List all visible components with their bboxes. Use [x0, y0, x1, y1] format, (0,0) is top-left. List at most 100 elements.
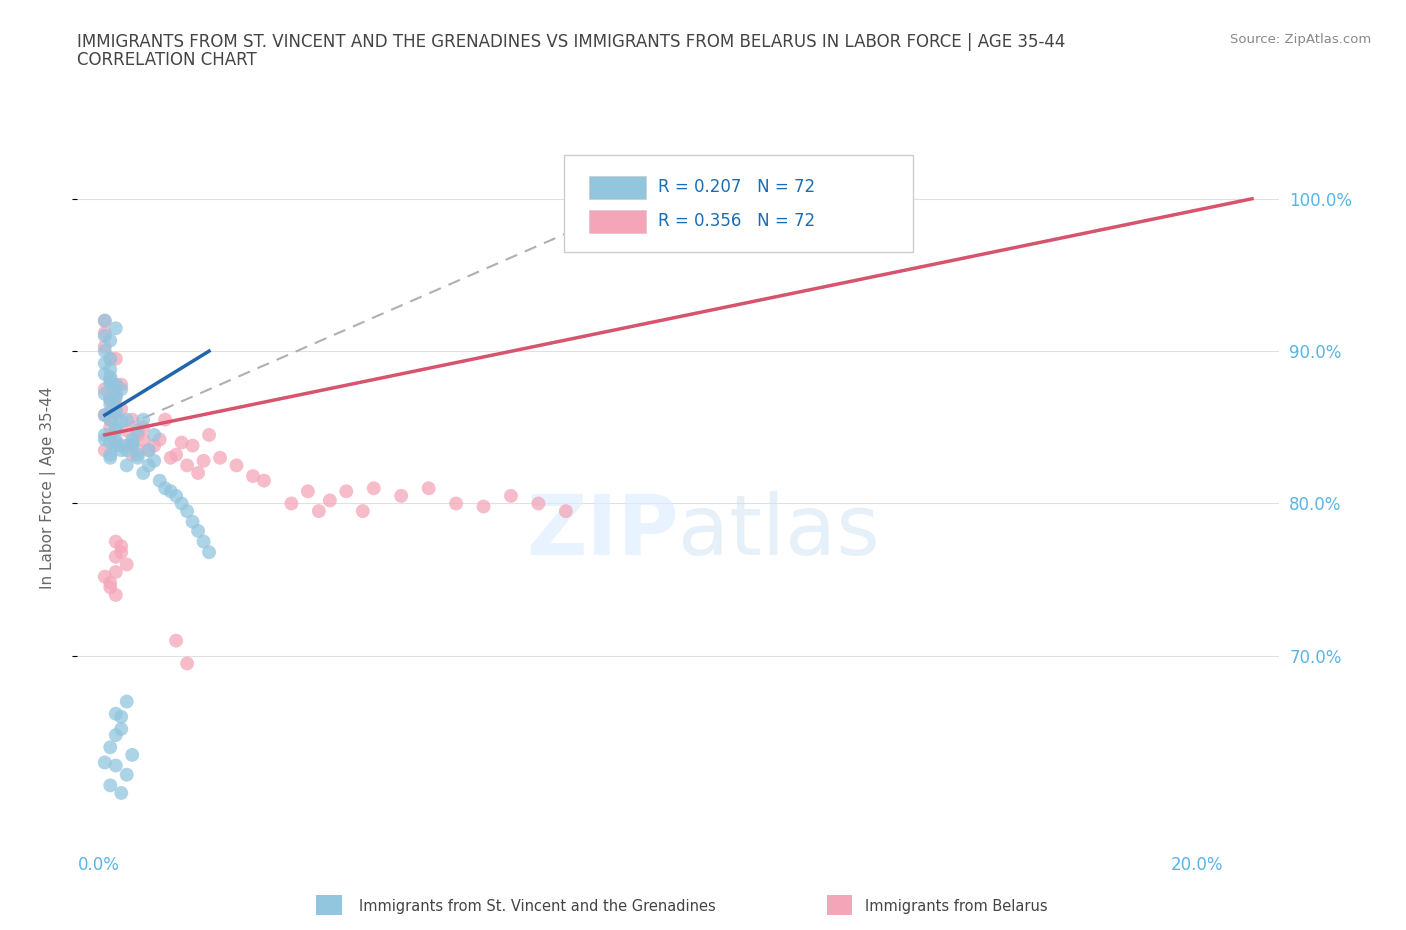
Point — [104, 390, 127, 405]
Point — [132, 419, 155, 434]
Point — [132, 412, 155, 427]
Point — [104, 423, 127, 438]
Point — [98, 419, 121, 434]
Text: Immigrants from Belarus: Immigrants from Belarus — [865, 899, 1047, 914]
Point — [110, 414, 132, 429]
Point — [138, 458, 160, 472]
Point — [115, 438, 138, 453]
Point — [98, 412, 121, 427]
Text: CORRELATION CHART: CORRELATION CHART — [77, 51, 257, 69]
Point — [104, 378, 127, 392]
Point — [98, 435, 121, 450]
Y-axis label: In Labor Force | Age 35-44: In Labor Force | Age 35-44 — [41, 387, 56, 590]
Point — [165, 488, 187, 503]
Point — [94, 386, 117, 401]
Point — [94, 407, 117, 422]
Text: Immigrants from St. Vincent and the Grenadines: Immigrants from St. Vincent and the Gren… — [359, 899, 716, 914]
Point — [363, 481, 385, 496]
Point — [115, 767, 138, 782]
Point — [104, 565, 127, 579]
Point — [187, 524, 209, 538]
Point — [193, 534, 215, 549]
Point — [104, 397, 127, 412]
Point — [121, 435, 143, 450]
Point — [121, 412, 143, 427]
Point — [94, 313, 117, 328]
Point — [127, 450, 149, 465]
Point — [104, 534, 127, 549]
Point — [104, 390, 127, 405]
Point — [98, 374, 121, 389]
Point — [149, 473, 172, 488]
Point — [153, 412, 176, 427]
Text: atlas: atlas — [679, 491, 880, 572]
Point — [499, 488, 522, 503]
Point — [187, 466, 209, 481]
Point — [159, 484, 181, 498]
Point — [104, 402, 127, 417]
Point — [143, 438, 166, 453]
Point — [94, 382, 117, 397]
Point — [98, 412, 121, 427]
Point — [98, 428, 121, 443]
Point — [132, 466, 155, 481]
Point — [110, 786, 132, 801]
Point — [98, 333, 121, 348]
Point — [209, 450, 232, 465]
Text: ZIP: ZIP — [526, 491, 679, 572]
Point — [94, 366, 117, 381]
Point — [472, 499, 495, 514]
Point — [104, 550, 127, 565]
Text: IMMIGRANTS FROM ST. VINCENT AND THE GRENADINES VS IMMIGRANTS FROM BELARUS IN LAB: IMMIGRANTS FROM ST. VINCENT AND THE GREN… — [77, 33, 1066, 50]
Point — [308, 504, 330, 519]
Point — [170, 435, 193, 450]
Point — [115, 557, 138, 572]
Point — [98, 777, 121, 792]
Point — [127, 443, 149, 458]
Point — [94, 443, 117, 458]
Point — [115, 412, 138, 427]
Point — [98, 378, 121, 392]
Point — [198, 545, 221, 560]
Point — [104, 378, 127, 392]
Point — [104, 321, 127, 336]
Point — [110, 538, 132, 553]
Point — [98, 352, 121, 366]
Point — [98, 740, 121, 755]
Point — [181, 514, 204, 529]
Point — [110, 438, 132, 453]
Point — [115, 423, 138, 438]
Point — [176, 458, 198, 472]
Point — [121, 438, 143, 453]
Point — [110, 443, 132, 458]
Point — [121, 432, 143, 447]
Point — [181, 438, 204, 453]
Point — [127, 447, 149, 462]
Point — [94, 432, 117, 447]
Point — [94, 407, 117, 422]
Point — [98, 397, 121, 412]
Point — [94, 755, 117, 770]
Point — [104, 727, 127, 742]
FancyBboxPatch shape — [589, 209, 645, 232]
Point — [138, 443, 160, 458]
Point — [127, 423, 149, 438]
Point — [98, 362, 121, 377]
Point — [143, 428, 166, 443]
Point — [98, 352, 121, 366]
Point — [98, 390, 121, 405]
Point — [104, 419, 127, 434]
Point — [98, 392, 121, 407]
Point — [242, 469, 264, 484]
Point — [138, 443, 160, 458]
Text: Source: ZipAtlas.com: Source: ZipAtlas.com — [1230, 33, 1371, 46]
Point — [98, 405, 121, 419]
Point — [198, 428, 221, 443]
FancyBboxPatch shape — [564, 155, 912, 252]
Point — [335, 484, 357, 498]
Point — [159, 450, 181, 465]
Point — [121, 447, 143, 462]
Point — [170, 496, 193, 511]
Point — [104, 758, 127, 773]
Point — [110, 722, 132, 737]
